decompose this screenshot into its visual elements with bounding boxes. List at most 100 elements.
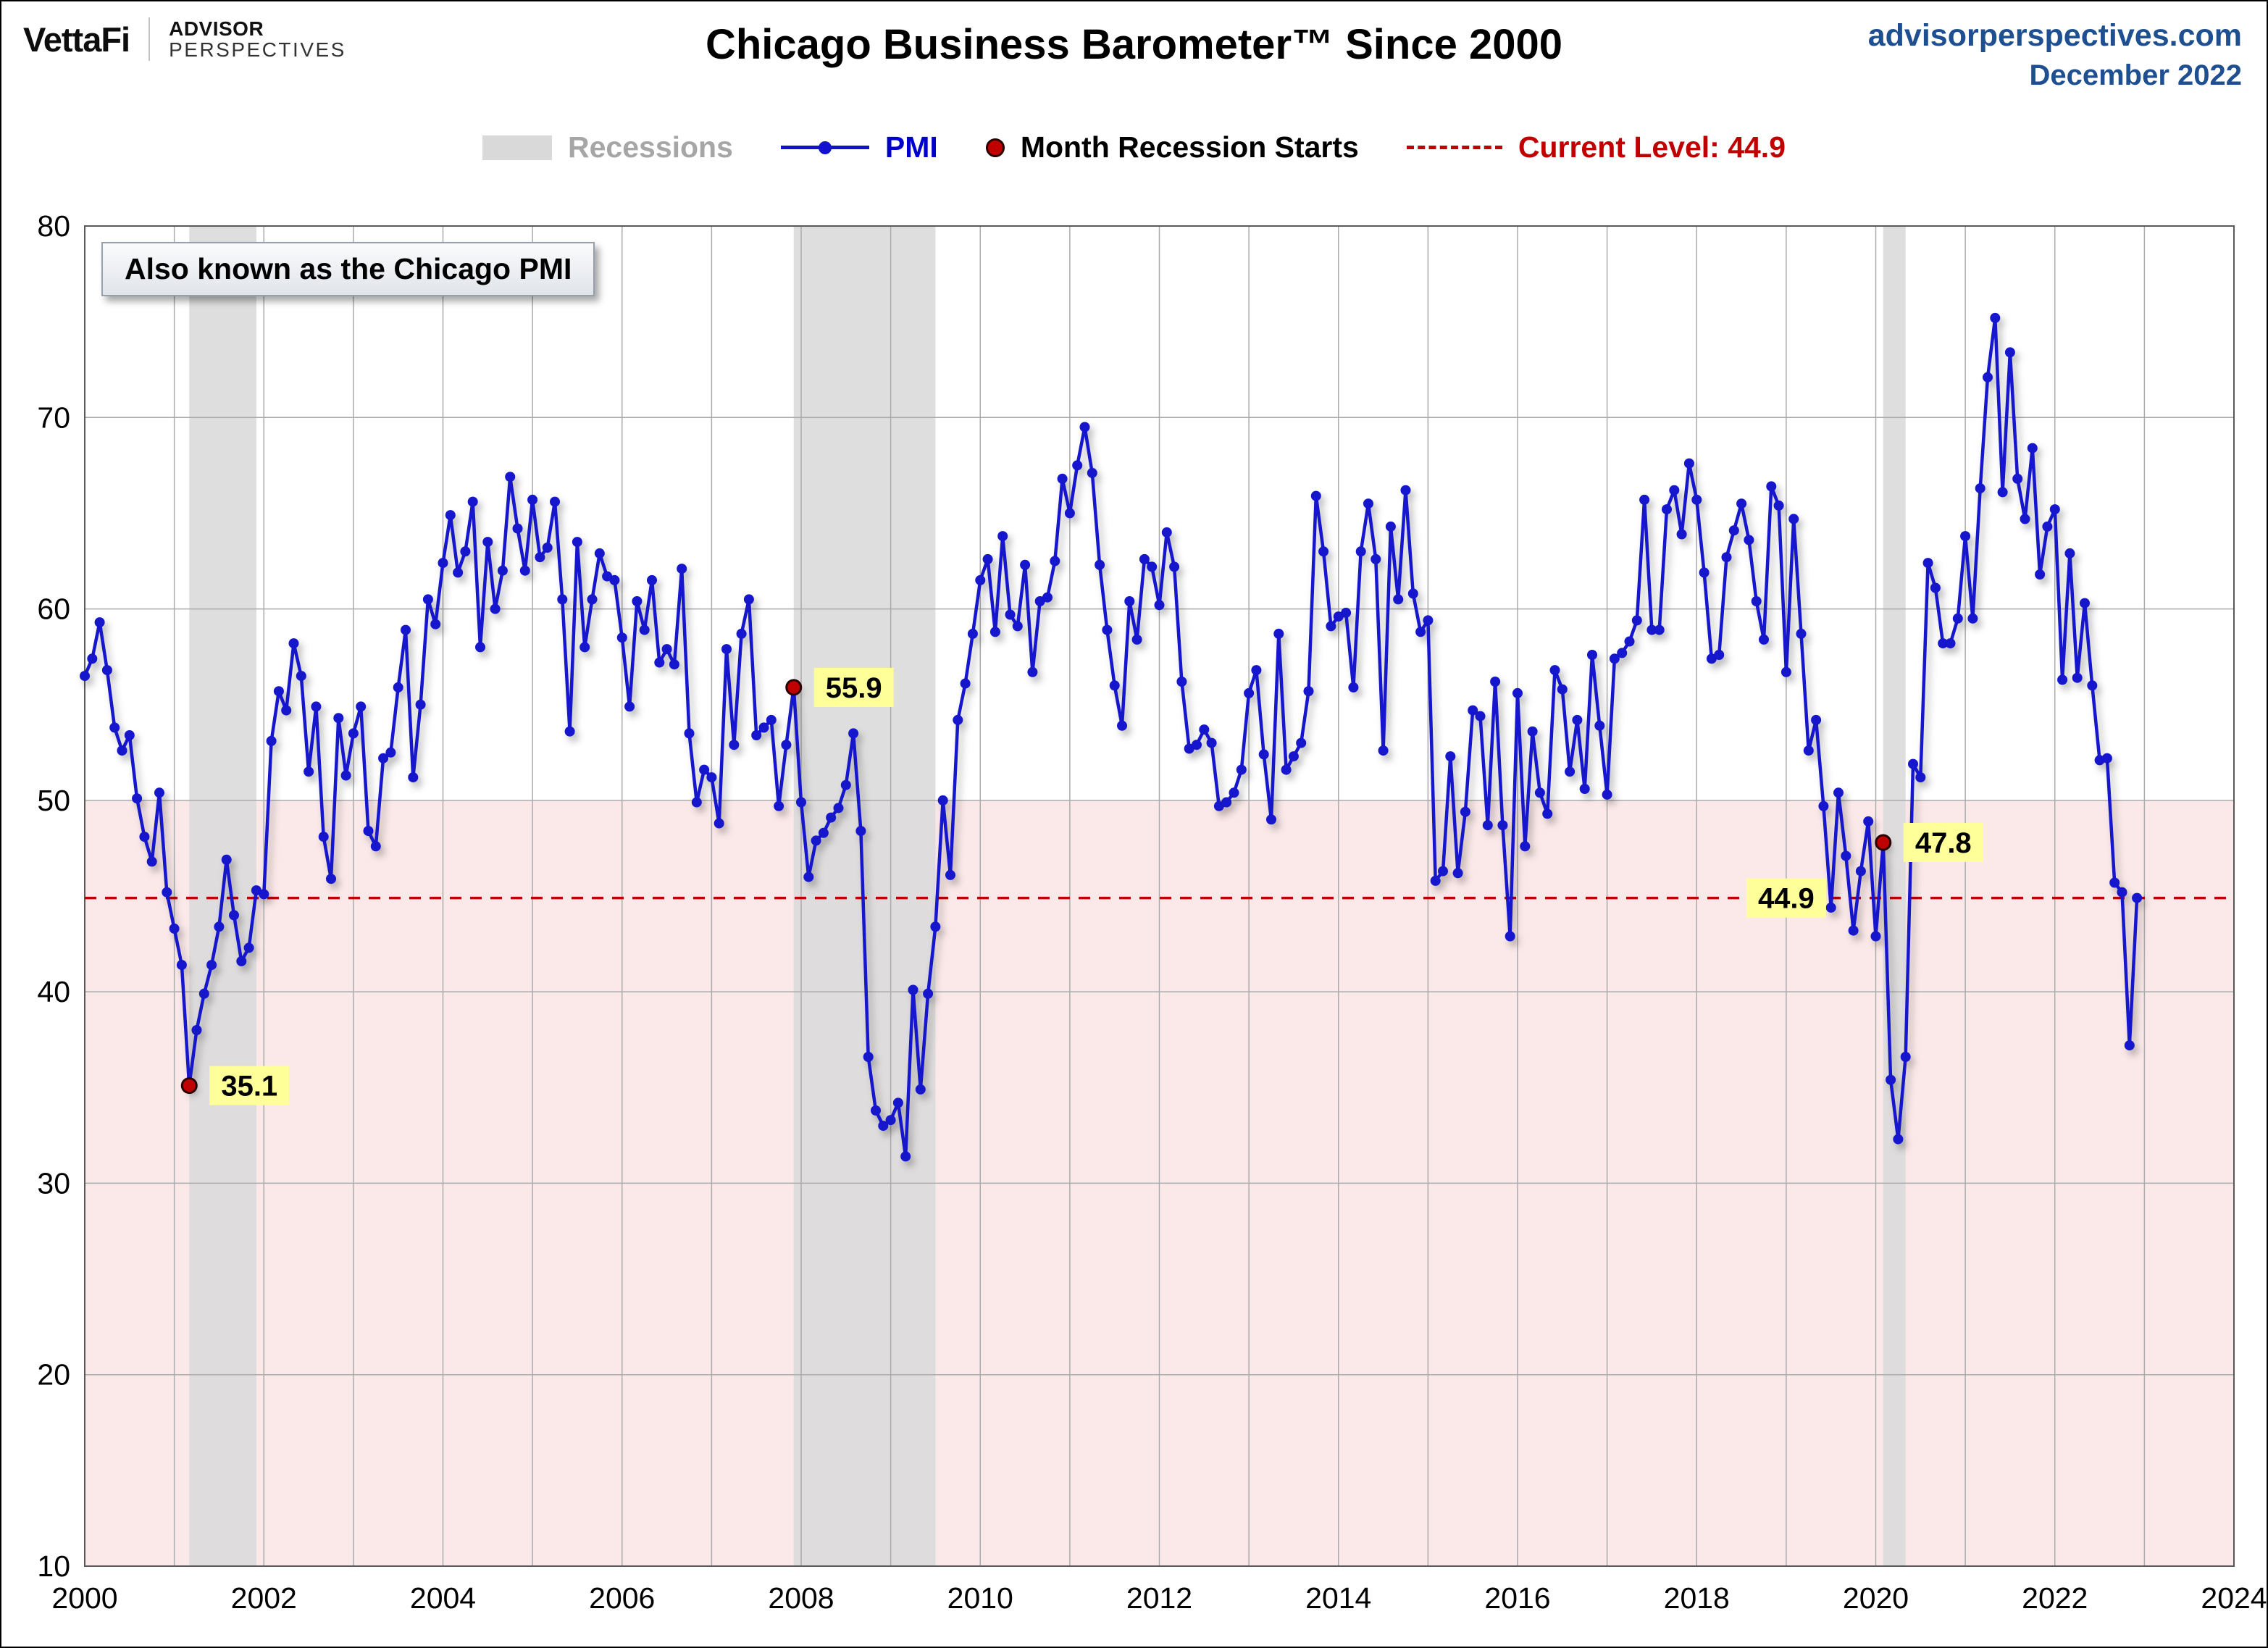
pmi-marker [937,795,948,806]
pmi-marker [1549,665,1560,676]
pmi-marker [370,841,381,852]
pmi-marker [1751,596,1762,606]
pmi-marker [1423,615,1434,626]
pmi-marker [117,745,127,756]
pmi-marker [1192,740,1202,750]
value-tag [1903,823,1983,862]
pmi-marker [505,472,516,482]
pmi-marker [2124,1040,2135,1051]
pmi-marker [1095,559,1105,570]
pmi-marker [1050,556,1060,566]
pmi-marker [1744,535,1754,545]
pmi-marker [1557,684,1568,695]
pmi-marker [2057,674,2068,685]
pmi-marker [1445,751,1456,762]
legend-label-current-level: Current Level: 44.9 [1518,130,1786,164]
site-link[interactable]: advisorperspectives.com [1867,18,2242,53]
recession-start-dot [180,1077,198,1095]
pmi-marker [1497,820,1508,831]
pmi-marker [281,705,292,716]
value-tag-label: 55.9 [826,672,882,704]
pmi-marker [803,871,814,882]
pmi-marker [1721,552,1732,563]
pmi-marker [811,835,821,846]
pmi-marker [684,728,695,739]
pmi-marker [1646,624,1657,635]
pmi-marker [1780,666,1791,677]
y-tick-label: 80 [37,209,70,243]
pmi-marker [1542,808,1553,819]
pmi-marker [1639,494,1650,505]
pmi-marker [326,874,336,884]
pmi-marker [2132,892,2143,903]
pmi-marker [871,1105,881,1116]
pmi-marker [288,638,299,649]
pmi-marker [632,596,643,606]
pmi-marker [1714,650,1725,660]
pmi-marker [1938,638,1949,649]
pmi-marker [654,657,665,668]
pmi-marker [1997,487,2008,498]
pmi-marker [2109,877,2120,888]
pmi-marker [132,793,143,804]
pmi-series [80,312,2143,1162]
pmi-marker [2049,504,2060,515]
legend-item-current-level: Current Level: 44.9 [1406,130,1786,164]
pmi-marker [1520,841,1531,852]
pmi-marker [356,701,367,712]
pmi-marker [2042,521,2053,532]
pmi-marker [1759,634,1769,645]
chart-legend: Recessions PMI Month Recession Starts Cu… [1,130,2267,164]
pmi-marker [415,699,426,710]
pmi-marker [602,571,613,582]
pmi-marker [721,644,732,655]
pmi-marker [1385,521,1396,532]
recession-start-dot [785,679,803,696]
pmi-marker [997,531,1008,542]
pmi-marker [1617,648,1628,658]
pmi-marker [1400,485,1411,495]
pmi-marker [1296,737,1307,748]
y-tick-label: 40 [37,975,70,1008]
pmi-marker [1967,613,1978,624]
pmi-marker [1139,553,1150,564]
y-tick-label: 60 [37,593,70,626]
pmi-marker [1833,787,1844,798]
pmi-marker [1221,797,1232,808]
pmi-marker [930,921,941,932]
pmi-marker [1534,787,1545,798]
pmi-marker [1460,806,1470,817]
pmi-marker [1281,764,1292,775]
report-date: December 2022 [2029,59,2242,91]
pmi-marker [1505,931,1515,942]
pmi-marker [87,653,98,664]
pmi-marker [1825,902,1836,913]
pmi-marker [221,854,232,865]
pmi-marker [1676,529,1687,540]
pmi-marker [1468,705,1478,716]
pmi-marker [564,726,575,737]
pmi-marker [2064,548,2075,559]
pmi-marker [445,510,456,521]
legend-item-recession-start: Month Recession Starts [985,130,1359,164]
advisor-perspectives-logo: ADVISOR PERSPECTIVES [169,18,346,60]
pmi-marker [699,764,710,775]
pmi-marker [885,1115,896,1126]
pmi-marker [1034,596,1045,606]
pmi-marker [438,558,448,569]
pmi-marker [848,728,859,739]
pmi-marker [550,496,560,507]
pmi-marker [1870,931,1881,942]
brand-divider [148,17,151,61]
value-tag-label: 44.9 [1758,883,1815,915]
pmi-marker [2027,443,2038,453]
pmi-marker [318,832,329,842]
pmi-marker [259,889,269,900]
pmi-marker [624,701,635,712]
chart-annotation: Also known as the Chicago PMI [101,242,595,296]
pmi-marker [482,537,493,548]
pmi-marker [1161,527,1172,538]
pmi-marker [1662,504,1672,515]
pmi-marker [945,869,955,880]
